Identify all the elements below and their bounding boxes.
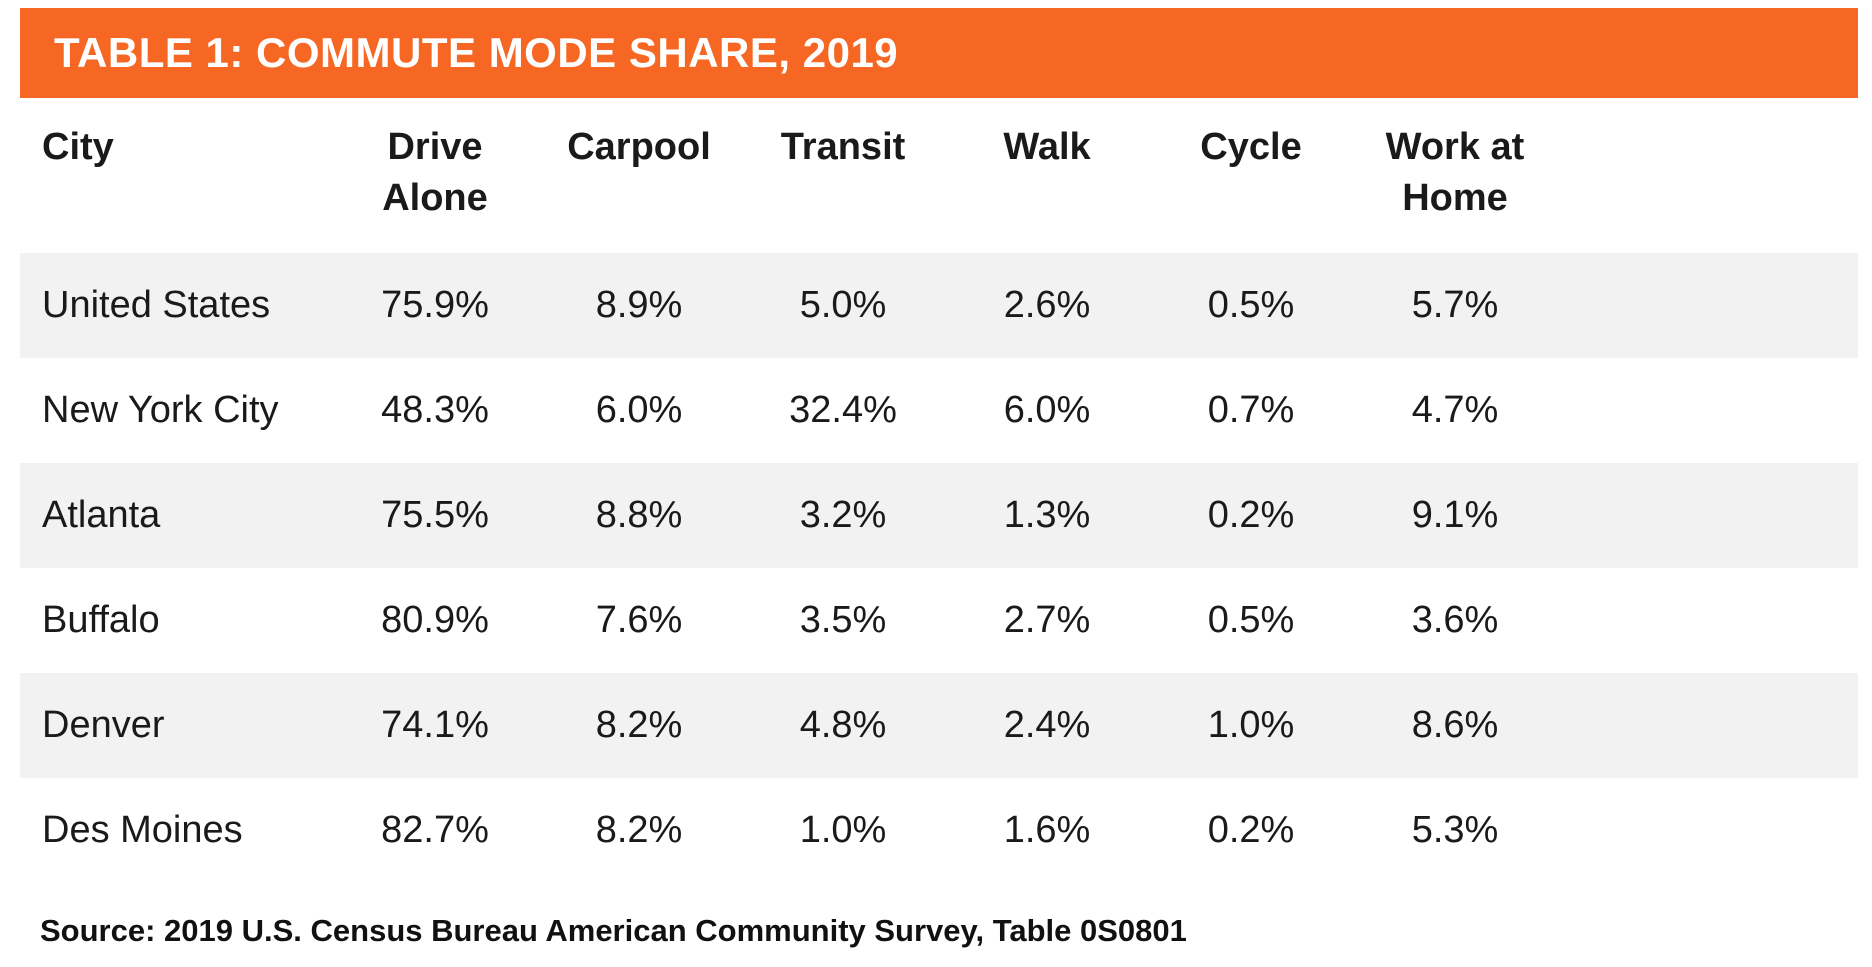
value-cell: 6.0% [1003,389,1091,432]
value-cell: 0.7% [1207,389,1295,432]
value-cell: 8.8% [595,494,683,537]
table-row: Buffalo 80.9% 7.6% 3.5% 2.7% 0.5% 3.6% [20,568,1858,673]
table-row: Denver 74.1% 8.2% 4.8% 2.4% 1.0% 8.6% [20,673,1858,778]
city-cell: United States [42,284,271,327]
value-cell: 1.0% [799,809,887,852]
commute-mode-share-table: City Drive Alone Carpool Transit Walk Cy… [20,98,1858,883]
value-cell: 0.5% [1207,599,1295,642]
value-cell: 8.9% [595,284,683,327]
value-cell: 80.9% [381,599,489,642]
value-cell: 3.5% [799,599,887,642]
value-cell: 48.3% [381,389,489,432]
value-cell: 2.4% [1003,704,1091,747]
city-cell: Buffalo [42,599,160,642]
column-header-carpool: Carpool [567,126,711,168]
value-cell: 7.6% [595,599,683,642]
column-header-drive-alone: Drive Alone [382,126,488,220]
column-header-work-at-home: Work at Home [1385,126,1525,220]
city-cell: Des Moines [42,809,243,852]
table-row: Des Moines 82.7% 8.2% 1.0% 1.6% 0.2% 5.3… [20,778,1858,883]
source-note: Source: 2019 U.S. Census Bureau American… [40,913,1187,948]
city-cell: New York City [42,389,279,432]
column-header-cycle: Cycle [1200,126,1302,168]
column-header-transit: Transit [780,126,906,168]
column-header-walk: Walk [1003,126,1091,168]
value-cell: 2.6% [1003,284,1091,327]
table-row: Atlanta 75.5% 8.8% 3.2% 1.3% 0.2% 9.1% [20,463,1858,568]
value-cell: 1.0% [1207,704,1295,747]
value-cell: 32.4% [789,389,897,432]
column-header-city: City [42,126,114,168]
value-cell: 3.6% [1411,599,1499,642]
value-cell: 4.8% [799,704,887,747]
table-title: TABLE 1: COMMUTE MODE SHARE, 2019 [54,29,899,76]
value-cell: 4.7% [1411,389,1499,432]
value-cell: 0.5% [1207,284,1295,327]
value-cell: 8.2% [595,809,683,852]
value-cell: 1.6% [1003,809,1091,852]
city-cell: Atlanta [42,494,161,537]
value-cell: 1.3% [1003,494,1091,537]
value-cell: 5.0% [799,284,887,327]
value-cell: 3.2% [799,494,887,537]
table-header-row: City Drive Alone Carpool Transit Walk Cy… [20,98,1858,253]
table-row: New York City 48.3% 6.0% 32.4% 6.0% 0.7%… [20,358,1858,463]
value-cell: 5.3% [1411,809,1499,852]
value-cell: 82.7% [381,809,489,852]
value-cell: 75.5% [381,494,489,537]
value-cell: 8.2% [595,704,683,747]
value-cell: 9.1% [1411,494,1499,537]
value-cell: 2.7% [1003,599,1091,642]
value-cell: 0.2% [1207,494,1295,537]
value-cell: 6.0% [595,389,683,432]
value-cell: 74.1% [381,704,489,747]
value-cell: 75.9% [381,284,489,327]
value-cell: 5.7% [1411,284,1499,327]
value-cell: 0.2% [1207,809,1295,852]
table-title-bar: TABLE 1: COMMUTE MODE SHARE, 2019 [20,8,1858,98]
table-row: United States 75.9% 8.9% 5.0% 2.6% 0.5% … [20,253,1858,358]
value-cell: 8.6% [1411,704,1499,747]
city-cell: Denver [42,704,165,747]
